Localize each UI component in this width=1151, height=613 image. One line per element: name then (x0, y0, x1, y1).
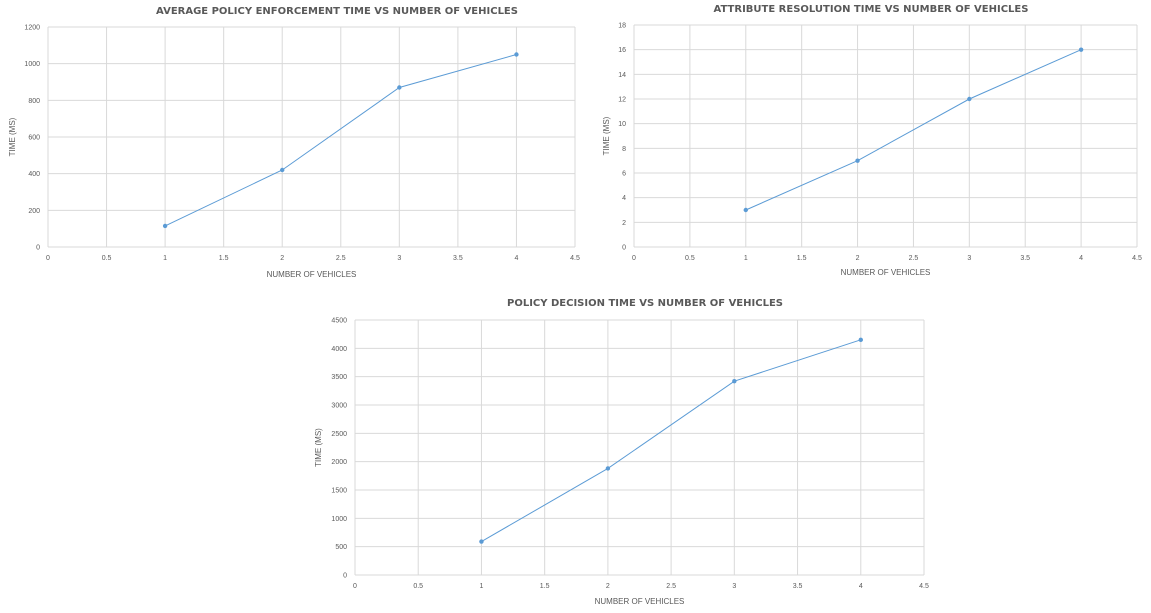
x-tick-label: 1 (479, 583, 483, 590)
x-tick-label: 1.5 (219, 255, 229, 262)
data-point (732, 379, 737, 384)
y-tick-label: 600 (28, 135, 40, 142)
y-tick-label: 4 (622, 195, 626, 202)
y-tick-label: 6 (622, 171, 626, 178)
data-point (1078, 47, 1084, 52)
y-tick-label: 2000 (331, 459, 347, 466)
x-tick-label: 3 (732, 583, 736, 590)
y-tick-label: 1200 (24, 25, 40, 32)
y-tick-label: 0 (343, 573, 347, 580)
x-axis-label: NUMBER OF VEHICLES (595, 597, 685, 606)
y-tick-label: 12 (618, 97, 626, 104)
x-tick-label: 4 (859, 583, 863, 590)
y-tick-label: 18 (618, 23, 626, 30)
y-axis-label: TIME (MS) (314, 428, 323, 467)
x-tick-label: 2.5 (666, 583, 676, 590)
x-tick-label: 4.5 (1132, 255, 1142, 262)
x-tick-label: 3.5 (453, 255, 463, 262)
chart-3: POLICY DECISION TIME VS NUMBER OF VEHICL… (314, 298, 929, 606)
y-tick-label: 200 (28, 208, 40, 215)
data-point (479, 539, 484, 544)
y-tick-label: 3500 (331, 374, 347, 381)
data-point (743, 207, 748, 213)
chart-title: ATTRIBUTE RESOLUTION TIME VS NUMBER OF V… (714, 4, 1029, 15)
y-tick-label: 14 (618, 72, 626, 79)
y-axis-label: TIME (MS) (8, 117, 17, 156)
x-tick-label: 3 (967, 255, 971, 262)
y-tick-label: 800 (28, 98, 40, 105)
y-tick-label: 1000 (24, 61, 40, 68)
y-tick-label: 8 (622, 146, 626, 153)
x-tick-label: 0 (632, 255, 636, 262)
x-tick-label: 3 (397, 255, 401, 262)
y-tick-label: 1000 (331, 516, 347, 523)
x-tick-label: 3.5 (793, 583, 803, 590)
data-point (162, 223, 168, 229)
y-tick-label: 400 (28, 171, 40, 178)
y-tick-label: 0 (36, 245, 40, 252)
y-tick-label: 3000 (331, 403, 347, 410)
series-line (745, 49, 1082, 211)
y-tick-label: 0 (622, 245, 626, 252)
x-tick-label: 1.5 (797, 255, 807, 262)
y-tick-label: 4500 (331, 318, 347, 325)
y-tick-label: 1500 (331, 488, 347, 495)
x-tick-label: 1 (744, 255, 748, 262)
y-axis-label: TIME (MS) (602, 116, 611, 155)
series-line (481, 339, 861, 542)
data-point (514, 52, 519, 57)
data-point (605, 466, 611, 471)
series-line (164, 54, 517, 227)
data-point (397, 85, 402, 90)
x-tick-label: 0 (46, 255, 50, 262)
x-tick-label: 4.5 (919, 583, 929, 590)
y-tick-label: 2 (622, 220, 626, 227)
chart-1: AVERAGE POLICY ENFORCEMENT TIME VS NUMBE… (8, 6, 580, 279)
chart-title: AVERAGE POLICY ENFORCEMENT TIME VS NUMBE… (156, 6, 518, 17)
x-tick-label: 3.5 (1020, 255, 1030, 262)
x-tick-label: 2 (280, 255, 284, 262)
x-tick-label: 2.5 (336, 255, 346, 262)
y-tick-label: 500 (335, 544, 347, 551)
x-tick-label: 4 (1079, 255, 1083, 262)
x-tick-label: 2 (856, 255, 860, 262)
chart-2: ATTRIBUTE RESOLUTION TIME VS NUMBER OF V… (602, 4, 1142, 277)
x-tick-label: 2.5 (909, 255, 919, 262)
x-axis-label: NUMBER OF VEHICLES (267, 270, 357, 279)
chart-title: POLICY DECISION TIME VS NUMBER OF VEHICL… (507, 298, 783, 309)
y-tick-label: 10 (618, 121, 626, 128)
x-tick-label: 0.5 (102, 255, 112, 262)
x-tick-label: 2 (606, 583, 610, 590)
y-tick-label: 4000 (331, 346, 347, 353)
data-point (280, 167, 285, 173)
x-axis-label: NUMBER OF VEHICLES (841, 268, 931, 277)
data-point (858, 337, 863, 343)
x-tick-label: 1 (163, 255, 167, 262)
x-tick-label: 4 (514, 255, 518, 262)
x-tick-label: 0.5 (413, 583, 423, 590)
data-point (967, 96, 972, 102)
x-tick-label: 1.5 (540, 583, 550, 590)
x-tick-label: 0 (353, 583, 357, 590)
x-tick-label: 0.5 (685, 255, 695, 262)
data-point (855, 158, 860, 163)
x-tick-label: 4.5 (570, 255, 580, 262)
y-tick-label: 16 (618, 47, 626, 54)
y-tick-label: 2500 (331, 431, 347, 438)
